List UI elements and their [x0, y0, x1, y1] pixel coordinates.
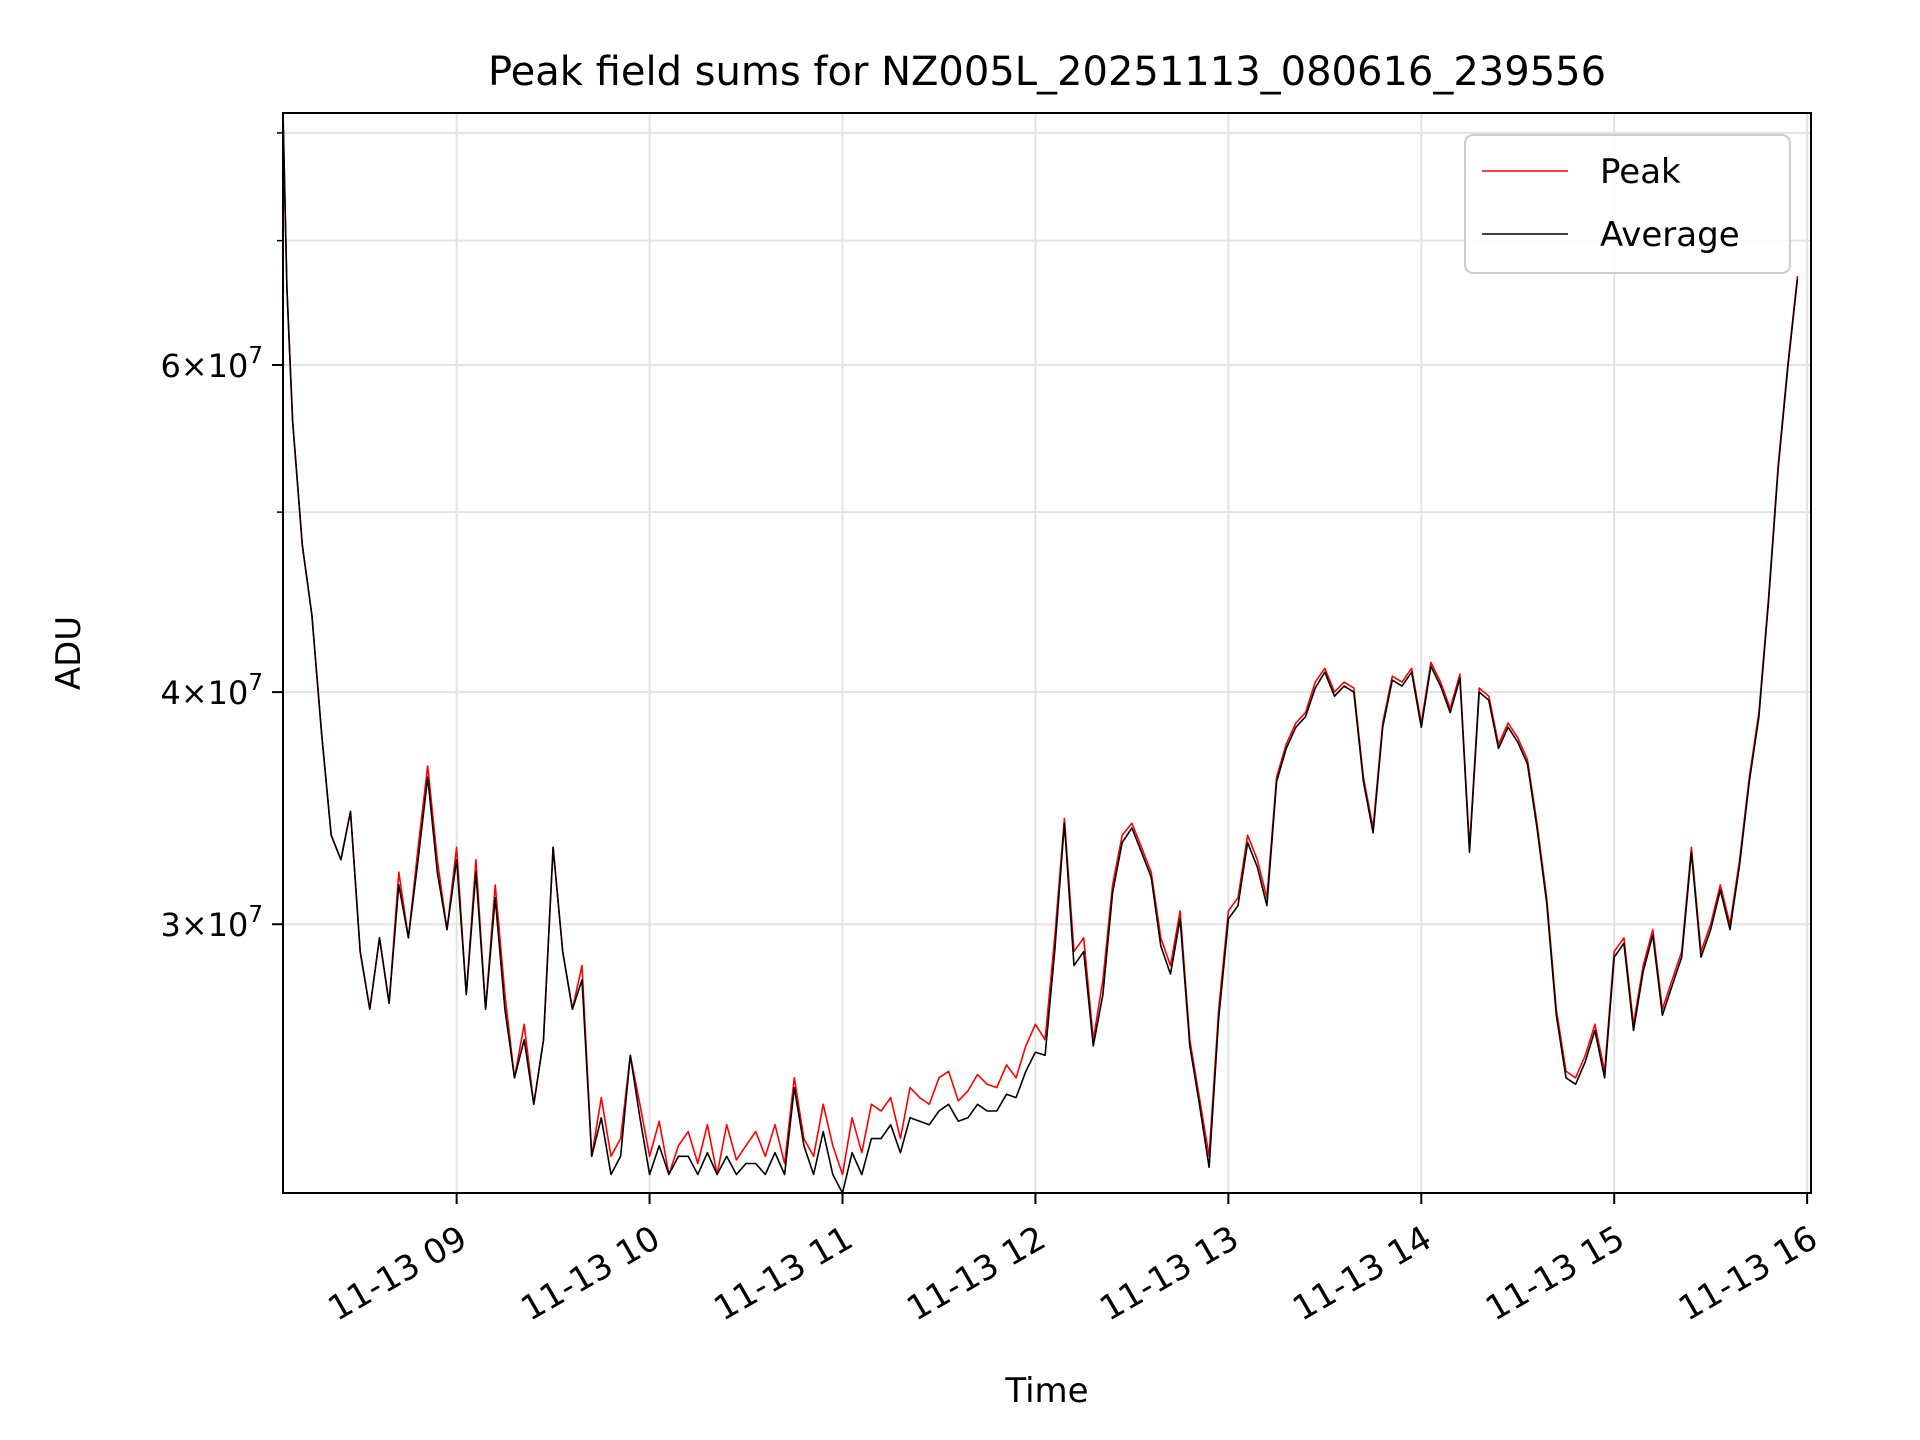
x-tick-label: 11-13 11 [707, 1218, 859, 1329]
legend-label-peak: Peak [1600, 152, 1681, 192]
x-tick-label: 11-13 16 [1672, 1218, 1824, 1329]
legend-box [1464, 134, 1791, 274]
x-axis: 11-13 09 11-13 10 11-13 11 11-13 12 11-13 13… [321, 1193, 1824, 1329]
x-tick-label: 11-13 10 [514, 1218, 666, 1329]
y-axis: 3×107 4×107 6×107 [160, 132, 283, 944]
series-line-average [282, 112, 1799, 1194]
plot-frame [282, 112, 1812, 1194]
x-tick-label: 11-13 09 [321, 1218, 473, 1329]
legend-label-average: Average [1600, 215, 1740, 255]
y-tick-label: 6×107 [160, 343, 263, 385]
x-tick-label: 11-13 13 [1093, 1218, 1245, 1329]
y-tick-label: 3×107 [160, 902, 263, 944]
legend: Peak Average [1464, 134, 1791, 274]
series-group [282, 112, 1799, 1194]
y-tick-label: 4×107 [160, 670, 263, 712]
x-tick-label: 11-13 14 [1286, 1218, 1438, 1329]
y-axis-label: ADU [49, 616, 89, 690]
x-tick-label: 11-13 15 [1479, 1218, 1631, 1329]
chart-title: Peak field sums for NZ005L_20251113_0806… [488, 49, 1606, 95]
x-tick-label: 11-13 12 [900, 1218, 1052, 1329]
x-axis-label: Time [1004, 1371, 1088, 1411]
